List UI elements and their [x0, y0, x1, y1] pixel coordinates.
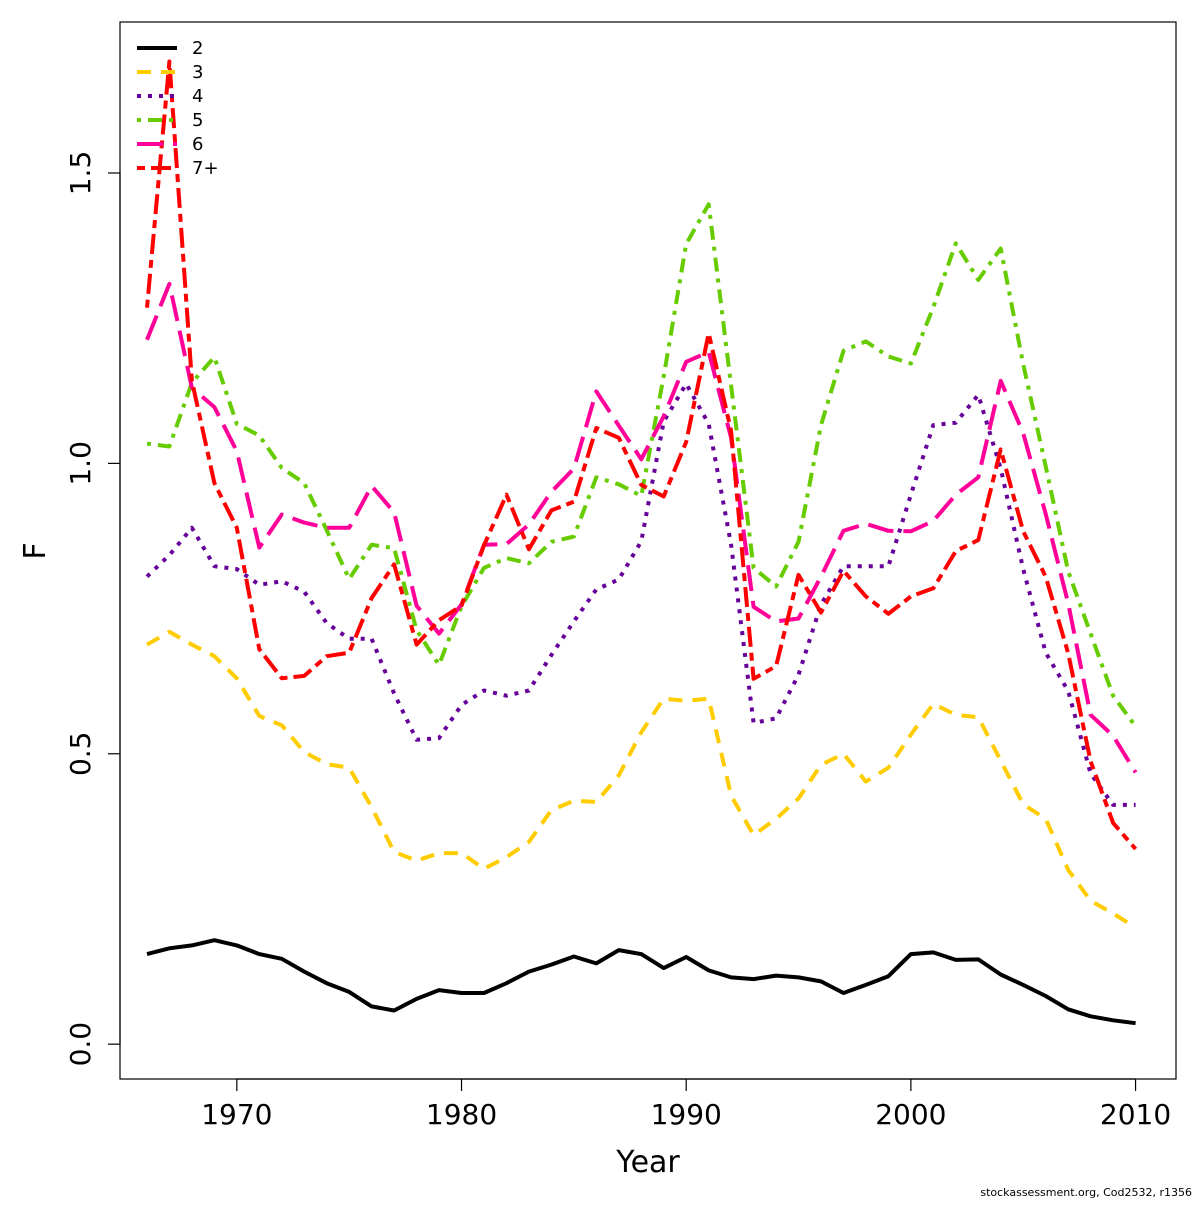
y-tick-label: 1.0 — [64, 441, 97, 486]
legend-label: 2 — [192, 38, 203, 59]
x-tick-label: 1970 — [201, 1098, 272, 1131]
legend: 2 3 4 5 6 7+ — [137, 38, 219, 179]
x-tick-label: 2000 — [875, 1098, 946, 1131]
y-tick-label: 0.5 — [64, 732, 97, 777]
y-axis: 0.0 0.5 1.0 1.5 — [64, 151, 121, 1067]
x-axis-title: Year — [615, 1145, 680, 1180]
series-line-age-6 — [145, 281, 1138, 774]
legend-label: 3 — [192, 62, 203, 83]
series-line-age-4 — [145, 381, 1136, 807]
y-axis-title: F — [18, 542, 53, 559]
legend-label: 4 — [192, 86, 203, 107]
series-line-age-3 — [146, 629, 1137, 930]
x-tick-label: 1990 — [651, 1098, 722, 1131]
series-line-age-2 — [146, 938, 1136, 1026]
y-tick-label: 1.5 — [64, 151, 97, 196]
legend-label: 6 — [192, 134, 203, 155]
y-tick-label: 0.0 — [64, 1022, 97, 1067]
legend-label: 7+ — [192, 158, 219, 179]
series-line-age-5 — [146, 202, 1138, 728]
x-tick-label: 2010 — [1100, 1098, 1171, 1131]
series-line-age-7plus — [145, 59, 1138, 851]
x-axis: 1970 1980 1990 2000 2010 — [201, 1078, 1171, 1131]
series-layer — [145, 59, 1138, 1026]
legend-label: 5 — [192, 110, 203, 131]
x-tick-label: 1980 — [426, 1098, 497, 1131]
footer-credit: stockassessment.org, Cod2532, r1356 — [980, 1186, 1192, 1199]
